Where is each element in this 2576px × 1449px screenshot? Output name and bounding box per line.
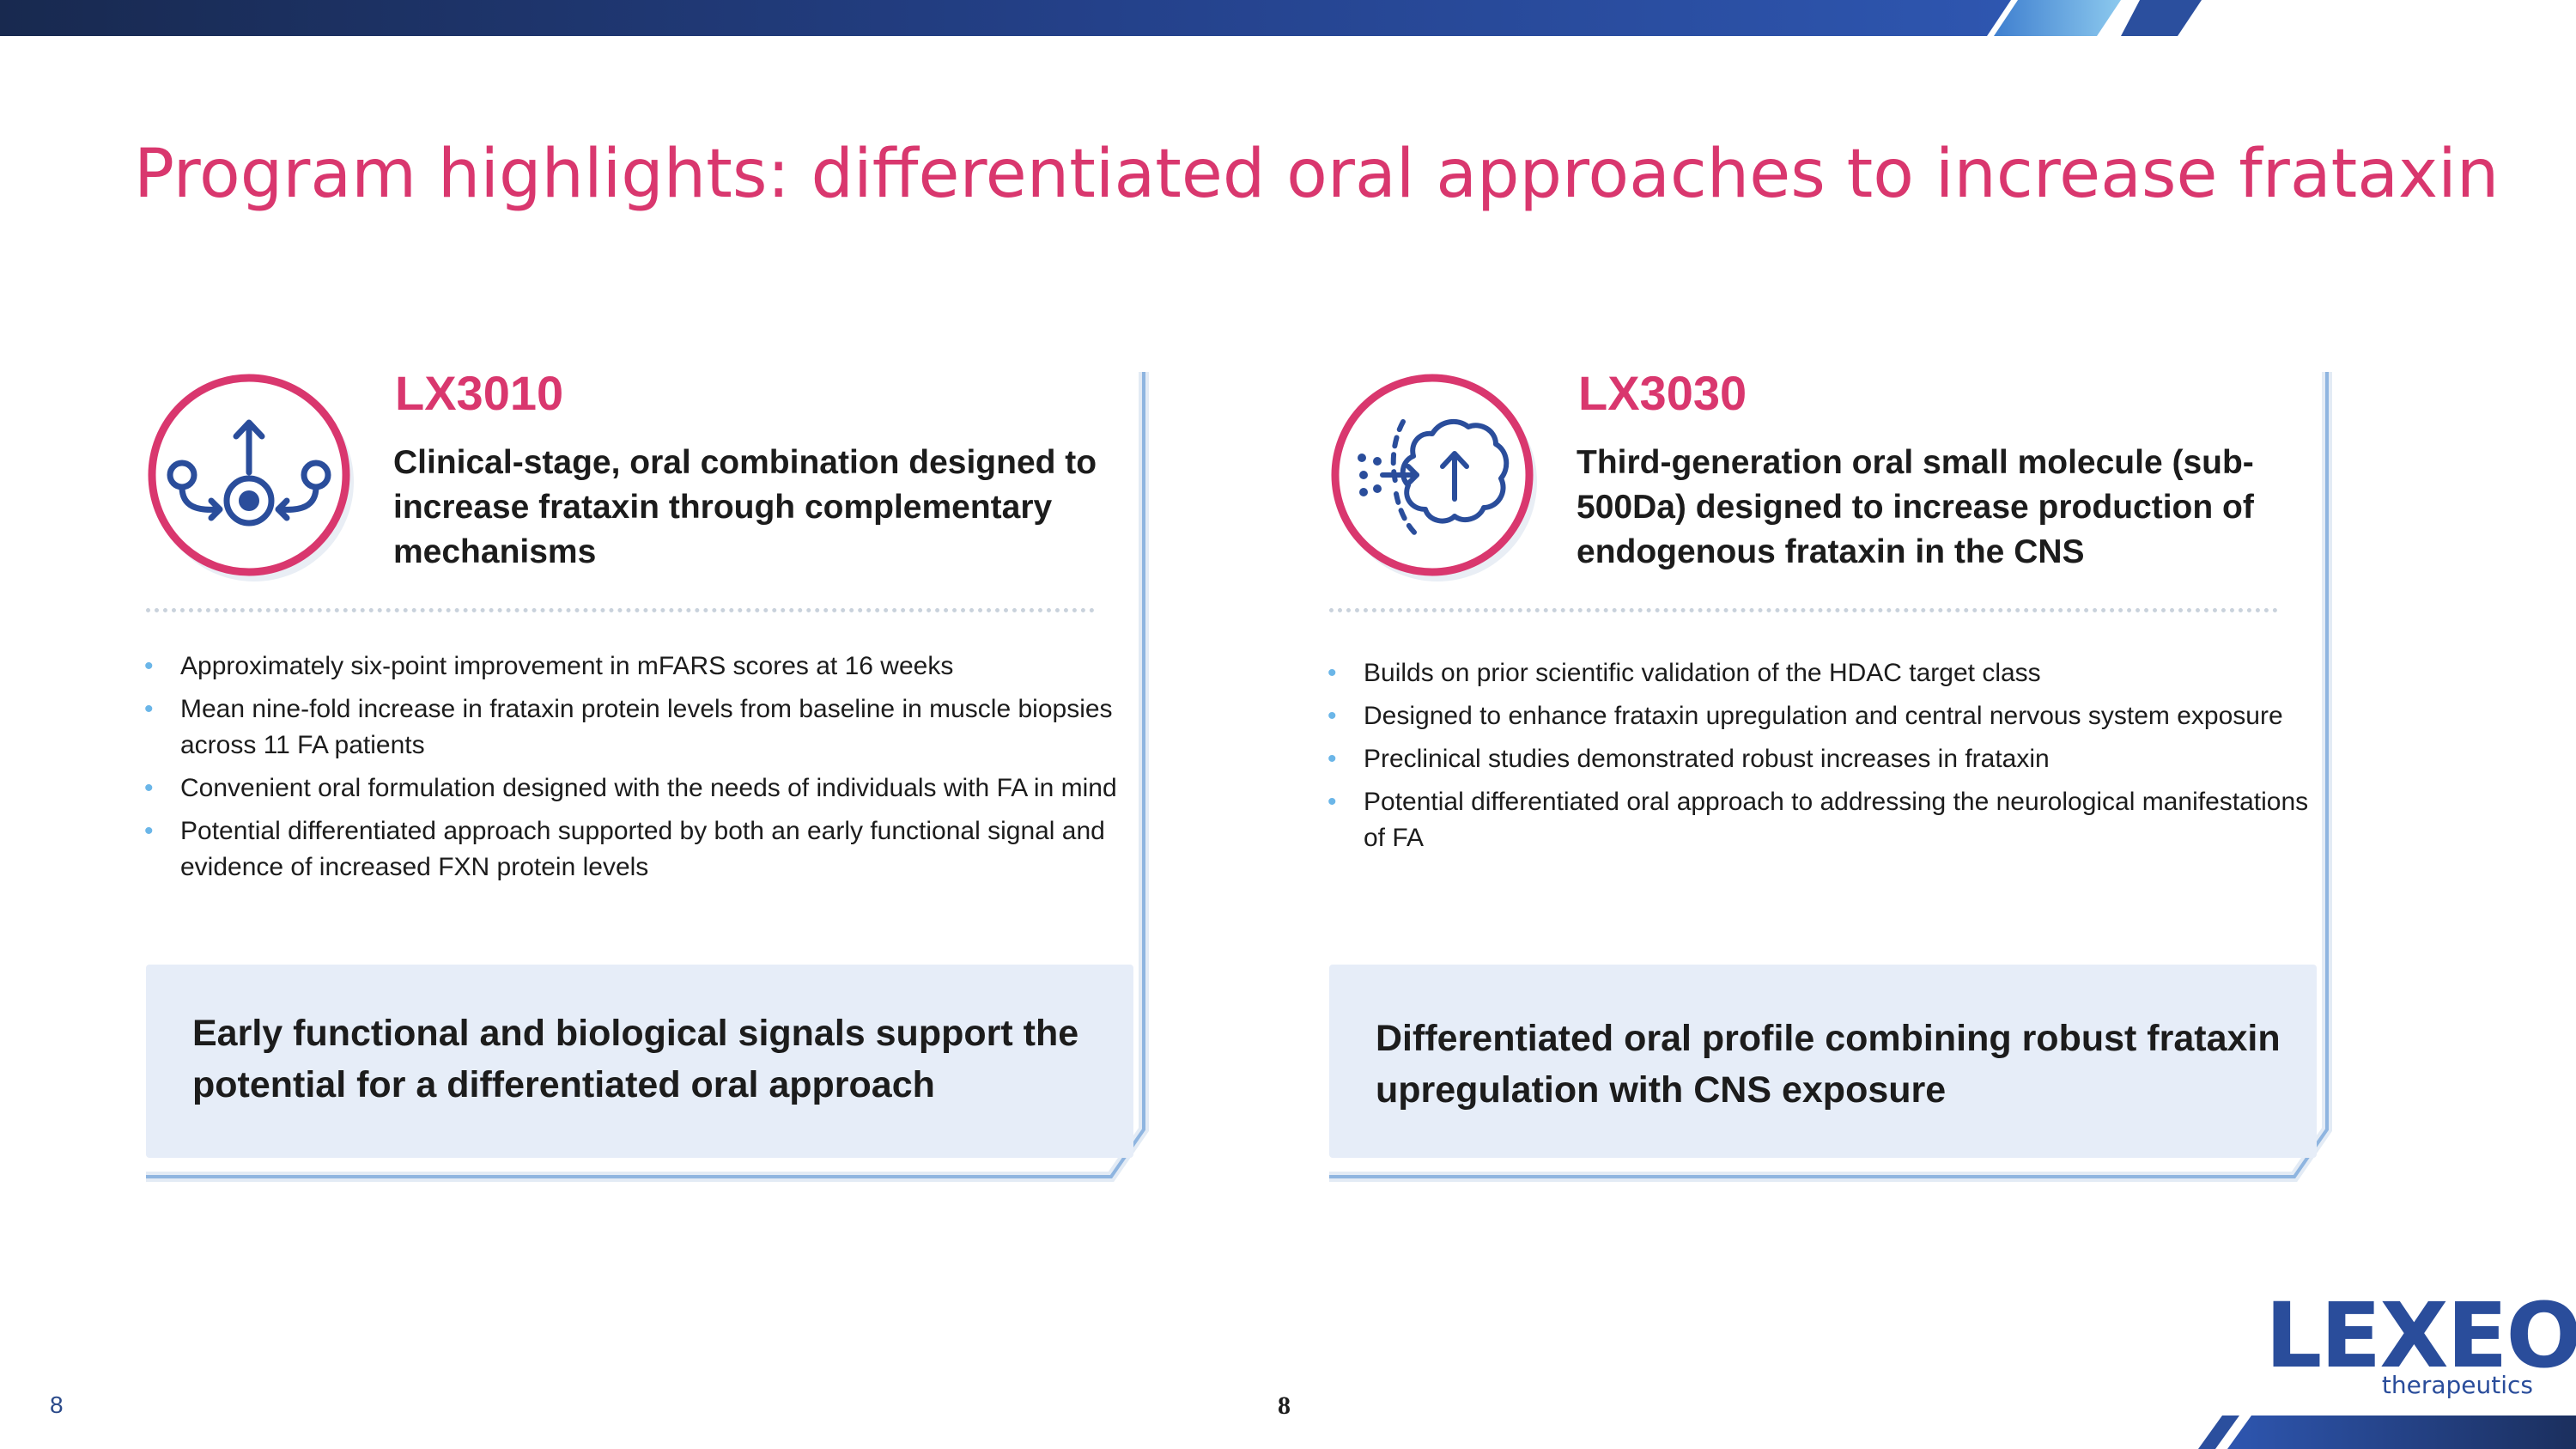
callout-box: Early functional and biological signals … — [146, 965, 1133, 1158]
list-item: • Approximately six-point improvement in … — [144, 648, 1132, 685]
bullet-icon: • — [144, 817, 154, 845]
bullet-list: • Builds on prior scientific validation o… — [1327, 655, 2315, 863]
page-number-left: 8 — [50, 1391, 64, 1418]
page-number-center: 8 — [1278, 1391, 1291, 1420]
list-item: • Mean nine-fold increase in frataxin pro… — [144, 691, 1132, 764]
callout-text: Differentiated oral profile combining ro… — [1376, 1018, 2281, 1111]
bullet-icon: • — [1327, 702, 1337, 730]
list-item: • Potential differentiated approach suppo… — [144, 813, 1132, 886]
callout-text: Early functional and biological signals … — [192, 1013, 1079, 1105]
bottom-banner — [2198, 1416, 2576, 1449]
list-item: • Preclinical studies demonstrated robust… — [1327, 741, 2315, 777]
program-description: Clinical-stage, oral combination designe… — [393, 444, 1097, 570]
company-logo: LEXEO therapeutics — [2258, 1288, 2576, 1409]
bullet-icon: • — [1327, 745, 1337, 773]
list-item: • Convenient oral formulation designed wi… — [144, 770, 1132, 807]
pathways-icon — [137, 365, 361, 588]
program-card-lx3010: LX3010 Clinical-stage, oral combination … — [137, 365, 1155, 1190]
page-title: Program highlights: differentiated oral … — [134, 136, 2500, 213]
logo-subtitle: therapeutics — [2381, 1371, 2533, 1399]
brain-icon — [1321, 365, 1544, 588]
top-banner — [0, 0, 2202, 36]
program-description: Third-generation oral small molecule (su… — [1577, 444, 2254, 570]
list-item: • Potential differentiated oral approach … — [1327, 784, 2315, 856]
program-code: LX3030 — [1578, 366, 1747, 420]
logo-wordmark: LEXEO — [2265, 1283, 2576, 1388]
bullet-icon: • — [144, 652, 154, 680]
divider — [1329, 608, 2278, 612]
divider — [146, 608, 1095, 612]
bullet-list: • Approximately six-point improvement in … — [144, 648, 1132, 892]
list-item: • Designed to enhance frataxin upregulati… — [1327, 698, 2315, 734]
list-item: • Builds on prior scientific validation o… — [1327, 655, 2315, 691]
bullet-icon: • — [1327, 659, 1337, 687]
bullet-icon: • — [144, 695, 154, 723]
program-code: LX3010 — [395, 366, 564, 420]
bullet-icon: • — [1327, 788, 1337, 816]
program-card-lx3030: LX3030 Third-generation oral small molec… — [1321, 365, 2338, 1190]
callout-box: Differentiated oral profile combining ro… — [1329, 965, 2317, 1158]
bullet-icon: • — [144, 774, 154, 802]
